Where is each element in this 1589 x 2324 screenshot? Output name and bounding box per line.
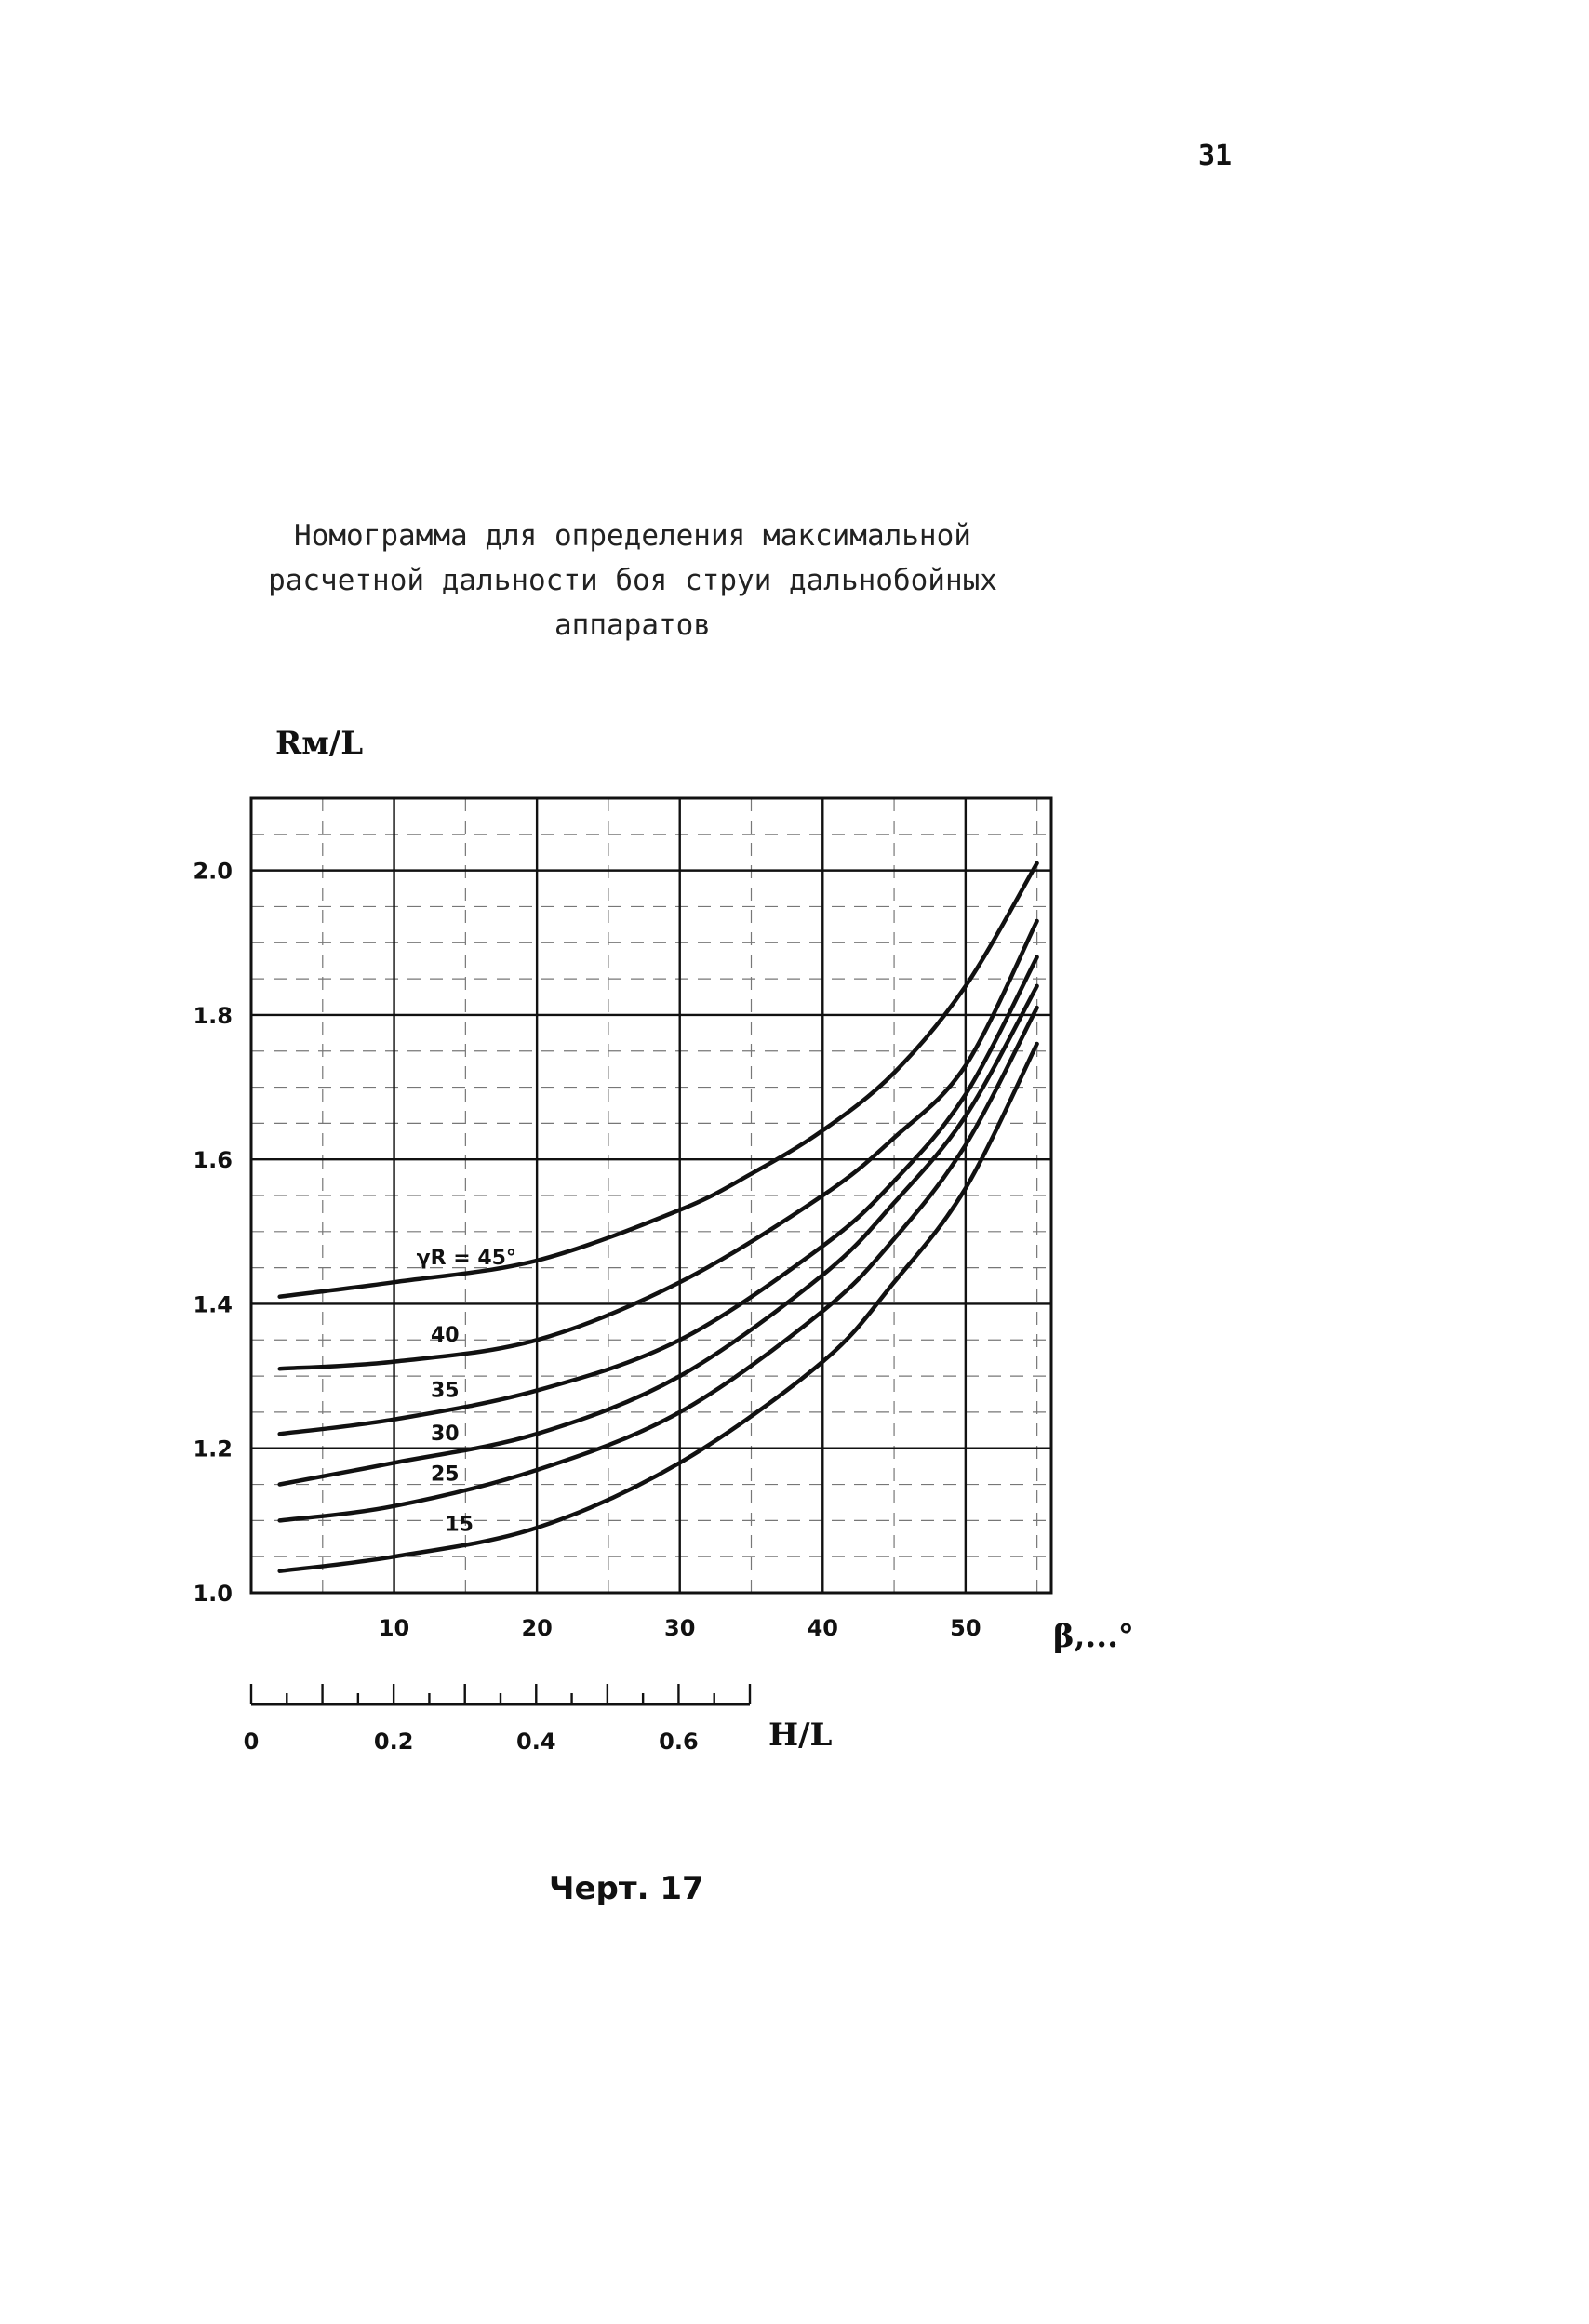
figure-caption: Черт. 17: [549, 1870, 704, 1907]
secondary-tick-label: 0: [244, 1729, 260, 1755]
x-tick-label: 20: [521, 1615, 552, 1641]
y-tick-label: 1.0: [193, 1581, 233, 1607]
x-tick-label: 50: [950, 1615, 981, 1641]
curve-label: 30: [431, 1422, 460, 1446]
curve-label: 35: [431, 1379, 460, 1402]
x-axis-title: β,...°: [1053, 1618, 1134, 1655]
x-tick-label: 10: [379, 1615, 409, 1641]
curve-25: [277, 1005, 1039, 1523]
curve-label: γR = 45°: [417, 1247, 516, 1270]
title-line-2: расчетной дальности боя струи дальнобойн…: [268, 564, 997, 597]
plot-frame: [249, 796, 1053, 1595]
curve-label: 15: [445, 1514, 474, 1537]
x-tick-label: 40: [808, 1615, 838, 1641]
y-tick-label: 1.4: [193, 1291, 233, 1317]
tick-labels: 1.0 1.2 1.4 1.6 1.8 2.0 10 20 30 40 50: [193, 859, 981, 1641]
page-number: 31: [1198, 140, 1233, 172]
y-axis-title: Rм/L: [275, 725, 363, 762]
curve-15: [277, 1041, 1039, 1573]
secondary-axis: 0 0.2 0.4 0.6: [244, 1684, 752, 1755]
major-grid: [251, 798, 1051, 1593]
secondary-tick-label: 0.2: [374, 1729, 414, 1755]
title-line-3: аппаратов: [554, 608, 711, 642]
title-line-1: Номограмма для определения максимальной: [294, 519, 971, 553]
y-tick-label: 2.0: [193, 859, 233, 885]
curve-40: [277, 918, 1039, 1371]
curve-labels: γR = 45° 40 35 30 25 15: [417, 1247, 516, 1536]
curve-label: 40: [431, 1324, 460, 1347]
y-tick-label: 1.2: [193, 1436, 233, 1463]
y-tick-label: 1.6: [193, 1147, 233, 1173]
y-tick-label: 1.8: [193, 1003, 233, 1029]
curve-label: 25: [431, 1463, 460, 1486]
curve-r-45: [277, 861, 1039, 1299]
figure-title: Номограмма для определения максимальной …: [214, 514, 1051, 648]
series-layer: [277, 861, 1039, 1573]
secondary-tick-label: 0.4: [516, 1729, 556, 1755]
x-tick-label: 30: [664, 1615, 695, 1641]
secondary-axis-title: H/L: [768, 1716, 833, 1754]
secondary-tick-label: 0.6: [659, 1729, 699, 1755]
curve-30: [277, 983, 1039, 1487]
curve-35: [277, 955, 1039, 1436]
